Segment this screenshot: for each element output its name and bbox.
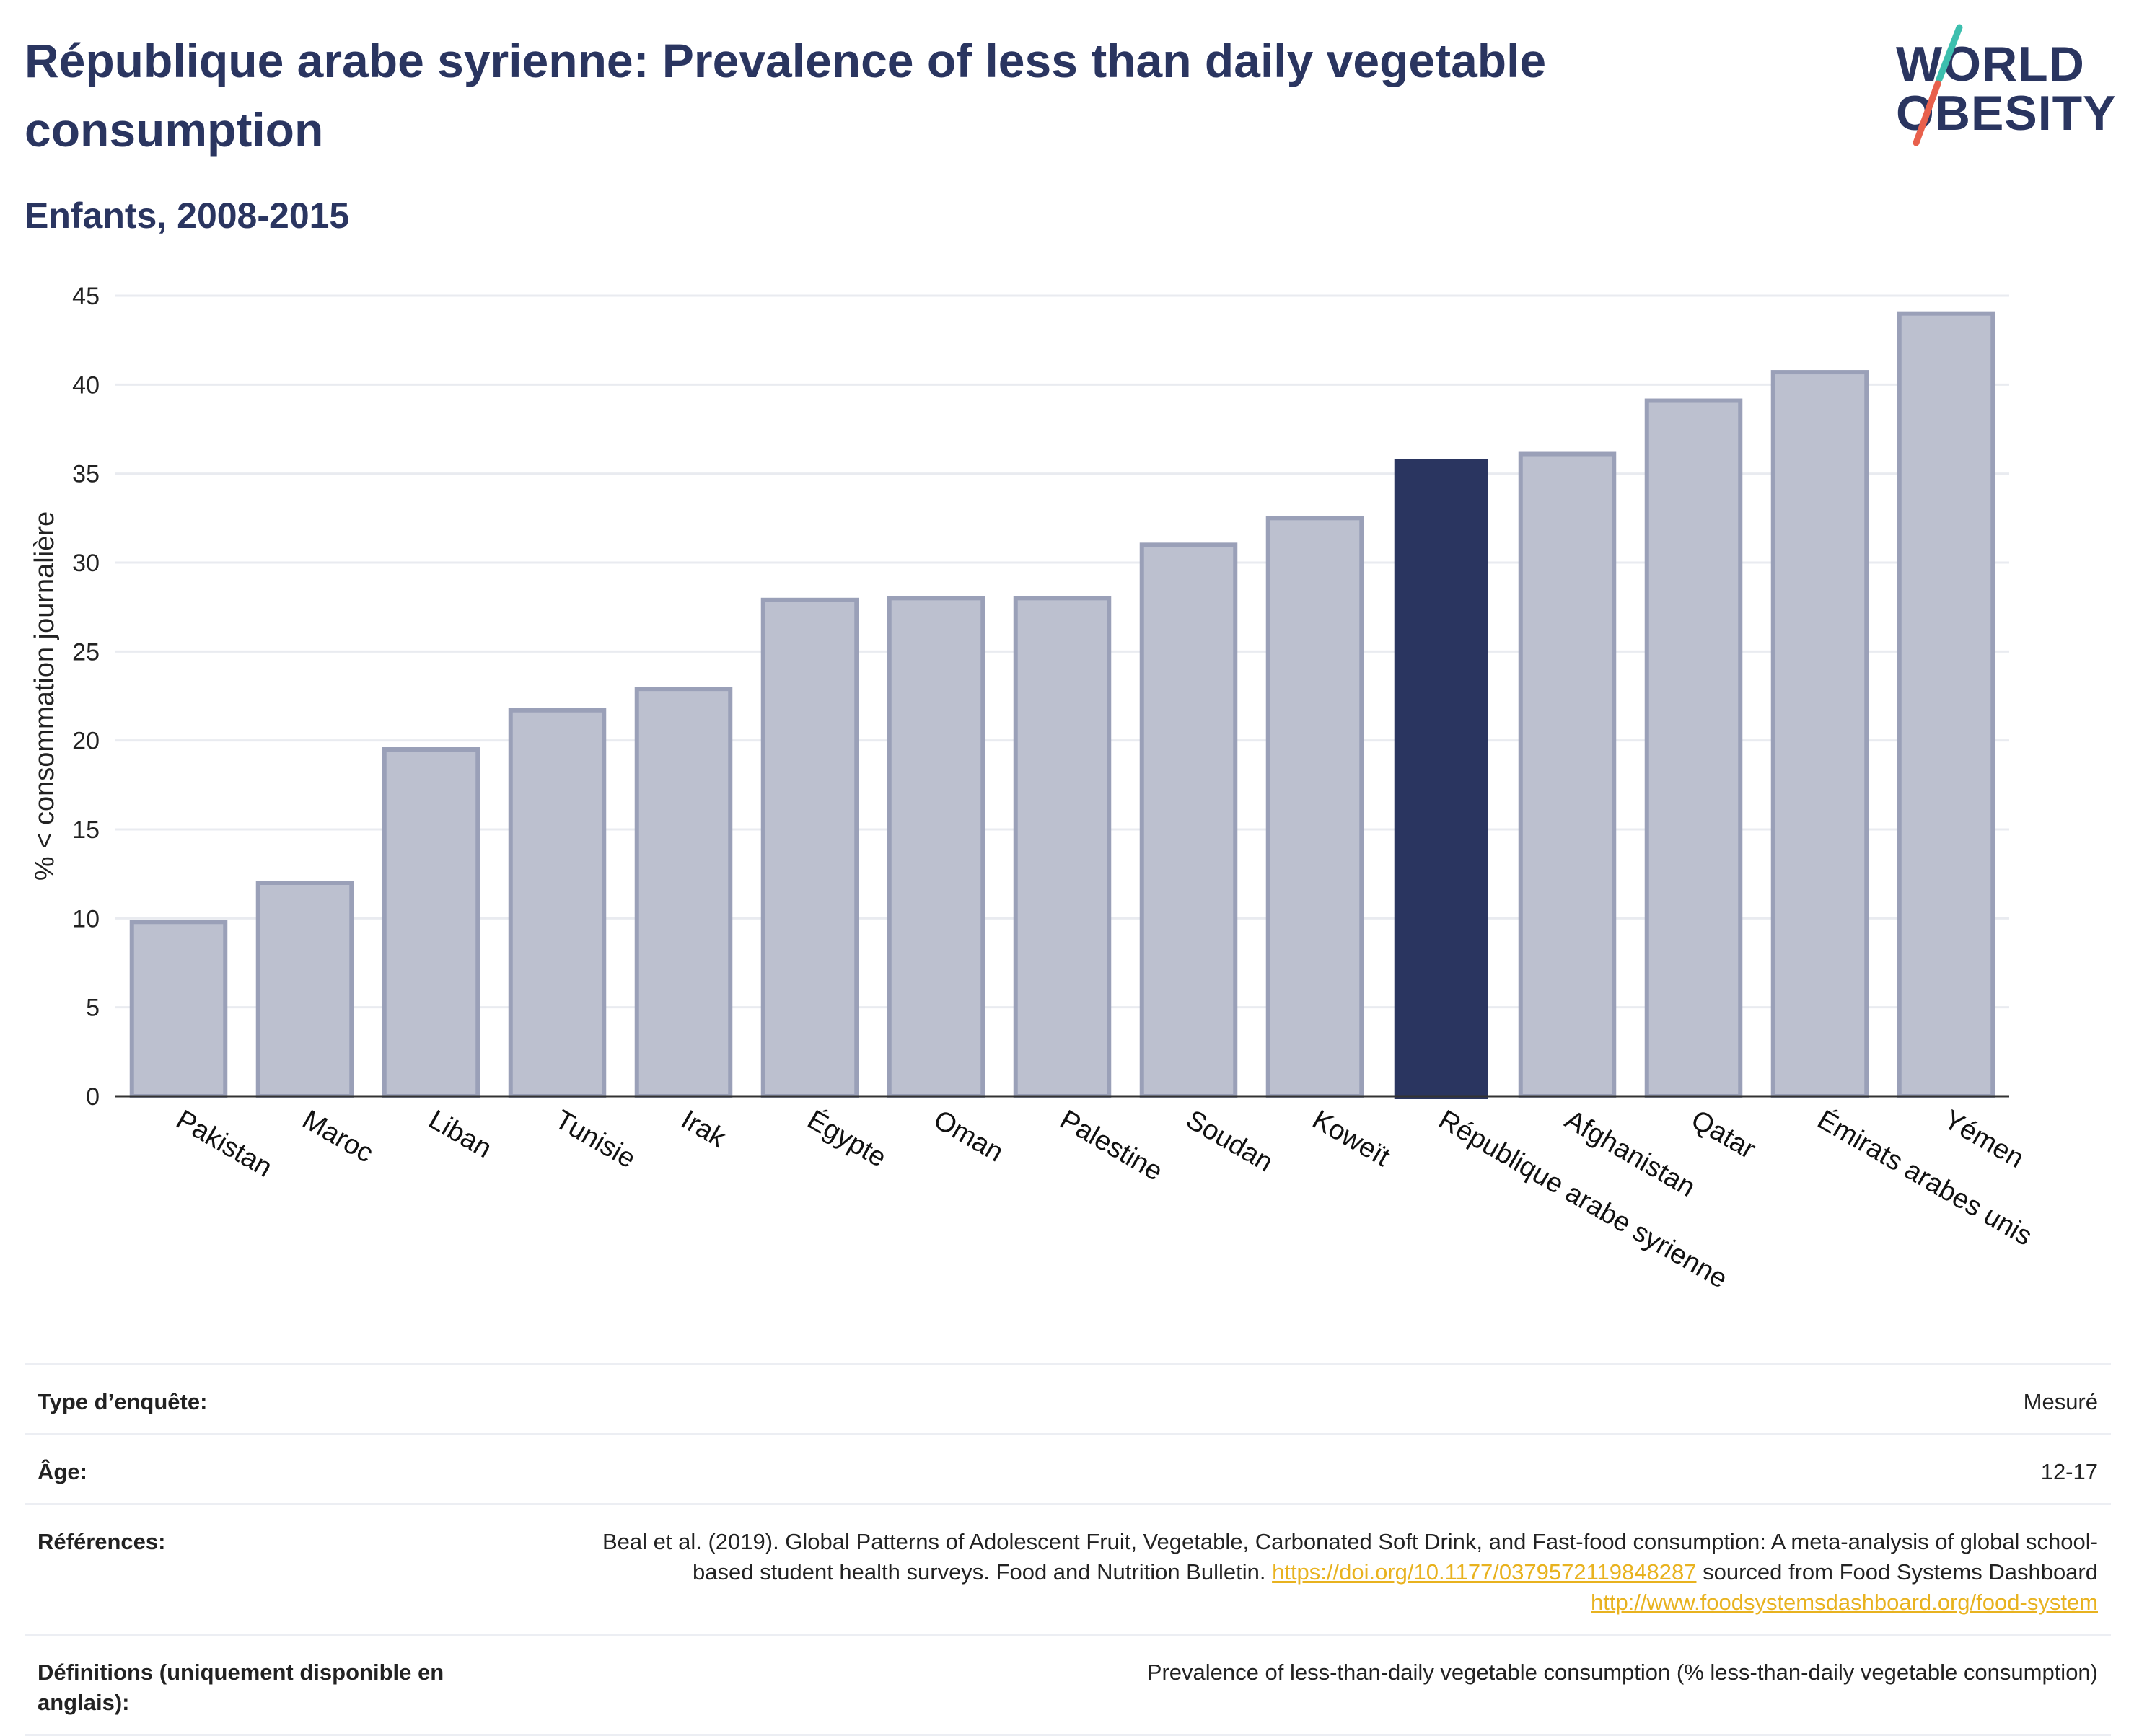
- y-axis-label: % < consommation journalière: [30, 511, 60, 881]
- info-label: Références:: [38, 1529, 166, 1554]
- bar-10: [1394, 459, 1488, 1099]
- bar-13: [1770, 370, 1869, 1099]
- logo-word-world: WORLD: [1896, 37, 2085, 92]
- info-value: Prevalence of less-than-daily vegetable …: [1146, 1660, 2098, 1685]
- x-tick-label: Tunisie: [550, 1104, 641, 1174]
- y-tick-label: 15: [72, 816, 100, 844]
- y-tick-label: 20: [72, 728, 100, 755]
- bar-0: [129, 920, 228, 1098]
- y-tick-label: 25: [72, 638, 100, 666]
- bar-7: [1013, 596, 1112, 1099]
- bar-chart: 0 5 10 15 20 25 30 35 40 45 Pakistan Maroc Liban Tun…: [30, 283, 2037, 1295]
- info-row-references: Références: Beal et al. (2019). Global P…: [25, 1503, 2111, 1634]
- info-row-age: Âge: 12-17: [25, 1433, 2111, 1503]
- bar-9: [1265, 516, 1364, 1099]
- bar-8: [1139, 542, 1238, 1099]
- x-tick-label: Oman: [928, 1104, 1009, 1168]
- food-systems-link[interactable]: http://www.foodsystemsdashboard.org/food…: [1591, 1590, 2098, 1615]
- y-tick-label: 35: [72, 461, 100, 488]
- bar-14: [1897, 311, 1995, 1099]
- y-tick-label: 40: [72, 371, 100, 399]
- info-label: Définitions (uniquement disponible en an…: [38, 1660, 444, 1715]
- y-tick-label: 45: [72, 283, 100, 310]
- x-tick-label: Qatar: [1686, 1104, 1761, 1165]
- info-value-references: Beal et al. (2019). Global Patterns of A…: [568, 1527, 2098, 1618]
- bars: [129, 311, 1995, 1099]
- info-value: Mesuré: [2023, 1389, 2098, 1414]
- reference-text-middle: sourced from Food Systems Dashboard: [1696, 1559, 2098, 1585]
- chart-title: République arabe syrienne: Prevalence of…: [25, 34, 1547, 157]
- y-tick-label: 10: [72, 905, 100, 933]
- x-tick-label: Pakistan: [171, 1104, 277, 1183]
- doi-link[interactable]: https://doi.org/10.1177/0379572119848287: [1272, 1559, 1697, 1585]
- world-obesity-logo: WORLD OBESITY: [1890, 22, 2121, 151]
- y-tick-label: 0: [86, 1083, 100, 1111]
- x-tick-label: Irak: [676, 1104, 732, 1154]
- bar-2: [382, 747, 480, 1098]
- x-tick-label: Palestine: [1055, 1104, 1167, 1187]
- x-tick-label: Yémen: [1938, 1104, 2029, 1174]
- logo-slash-icon: [1913, 24, 1963, 146]
- info-table: Type d’enquête: Mesuré Âge: 12-17 Référe…: [25, 1363, 2111, 1736]
- x-axis-labels: Pakistan Maroc Liban Tunisie Irak Égypte Oman P…: [171, 1104, 2037, 1295]
- reference-text: Beal et al. (2019). Global Patterns of A…: [602, 1529, 2098, 1585]
- y-tick-label: 5: [86, 995, 100, 1022]
- x-tick-label: Maroc: [297, 1104, 378, 1168]
- x-tick-label: Égypte: [802, 1104, 892, 1173]
- info-row-survey-type: Type d’enquête: Mesuré: [25, 1363, 2111, 1433]
- bar-11: [1518, 451, 1617, 1098]
- info-label: Âge:: [38, 1459, 87, 1484]
- info-value: 12-17: [2040, 1459, 2098, 1484]
- bar-6: [887, 596, 985, 1099]
- x-tick-label: Liban: [423, 1104, 497, 1164]
- bar-4: [634, 687, 733, 1098]
- bar-12: [1644, 398, 1743, 1099]
- y-tick-label: 30: [72, 550, 100, 577]
- x-tick-label: Koweït: [1307, 1104, 1395, 1173]
- bar-3: [508, 708, 607, 1098]
- bar-1: [255, 881, 354, 1098]
- y-axis-ticks: 0 5 10 15 20 25 30 35 40 45: [72, 283, 100, 1111]
- info-label: Type d’enquête:: [38, 1389, 208, 1414]
- x-tick-label: Émirats arabes unis: [1812, 1104, 2037, 1252]
- chart-subtitle: Enfants, 2008-2015: [25, 195, 350, 236]
- x-tick-label: Soudan: [1181, 1104, 1278, 1178]
- info-row-definitions: Définitions (uniquement disponible en an…: [25, 1634, 2111, 1736]
- bar-5: [760, 597, 859, 1098]
